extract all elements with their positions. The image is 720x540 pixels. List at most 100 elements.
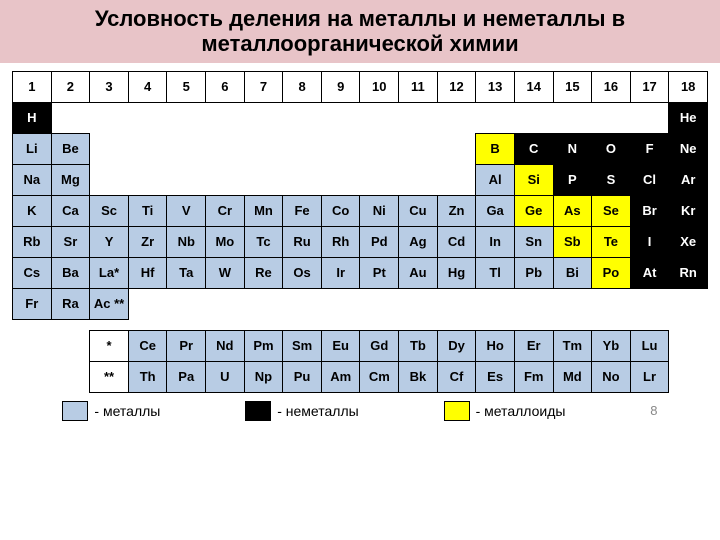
group-header: 10: [360, 71, 399, 102]
element-Xe: Xe: [669, 226, 708, 257]
element-Bi: Bi: [553, 257, 592, 288]
element-Bk: Bk: [399, 361, 438, 392]
element-Nb: Nb: [167, 226, 206, 257]
element-Lu: Lu: [630, 330, 669, 361]
element-Rb: Rb: [13, 226, 52, 257]
element-Md: Md: [553, 361, 592, 392]
element-Ne: Ne: [669, 133, 708, 164]
legend-metal: - металлы: [62, 401, 160, 421]
group-header: 18: [669, 71, 708, 102]
element-Rh: Rh: [321, 226, 360, 257]
element-Au: Au: [399, 257, 438, 288]
element-Cf: Cf: [437, 361, 476, 392]
element-Zn: Zn: [437, 195, 476, 226]
empty-cell: [128, 288, 707, 319]
element-Cs: Cs: [13, 257, 52, 288]
element-La*: La*: [90, 257, 129, 288]
series-label: *: [90, 330, 129, 361]
element-Zr: Zr: [128, 226, 167, 257]
element-Th: Th: [128, 361, 167, 392]
element-Ru: Ru: [283, 226, 322, 257]
element-Lr: Lr: [630, 361, 669, 392]
element-Si: Si: [514, 164, 553, 195]
element-In: In: [476, 226, 515, 257]
element-Ba: Ba: [51, 257, 90, 288]
group-header: 6: [206, 71, 245, 102]
element-Br: Br: [630, 195, 669, 226]
main-table: 123456789101112131415161718HHeLiBeBCNOFN…: [12, 71, 708, 393]
element-Kr: Kr: [669, 195, 708, 226]
element-Sb: Sb: [553, 226, 592, 257]
element-Ce: Ce: [128, 330, 167, 361]
group-header: 14: [514, 71, 553, 102]
element-Mg: Mg: [51, 164, 90, 195]
element-He: He: [669, 102, 708, 133]
page-number: 8: [650, 403, 657, 418]
element-Ra: Ra: [51, 288, 90, 319]
legend-metalloid-label: - металлоиды: [476, 403, 566, 419]
element-Pd: Pd: [360, 226, 399, 257]
group-header: 11: [399, 71, 438, 102]
element-F: F: [630, 133, 669, 164]
group-header: 13: [476, 71, 515, 102]
element-Hg: Hg: [437, 257, 476, 288]
element-Pu: Pu: [283, 361, 322, 392]
element-As: As: [553, 195, 592, 226]
page-title: Условность деления на металлы и неметалл…: [0, 0, 720, 63]
element-V: V: [167, 195, 206, 226]
element-Yb: Yb: [592, 330, 631, 361]
element-N: N: [553, 133, 592, 164]
element-Tm: Tm: [553, 330, 592, 361]
swatch-metalloid: [444, 401, 470, 421]
element-Po: Po: [592, 257, 631, 288]
element-Sc: Sc: [90, 195, 129, 226]
empty-cell: [669, 361, 708, 392]
element-Pr: Pr: [167, 330, 206, 361]
element-Be: Be: [51, 133, 90, 164]
legend-nonmetal-label: - неметаллы: [277, 403, 358, 419]
element-Eu: Eu: [321, 330, 360, 361]
group-header: 5: [167, 71, 206, 102]
element-U: U: [206, 361, 245, 392]
element-P: P: [553, 164, 592, 195]
element-Mo: Mo: [206, 226, 245, 257]
element-Gd: Gd: [360, 330, 399, 361]
group-header: 1: [13, 71, 52, 102]
swatch-metal: [62, 401, 88, 421]
element-Al: Al: [476, 164, 515, 195]
element-Mn: Mn: [244, 195, 283, 226]
legend-nonmetal: - неметаллы: [245, 401, 358, 421]
series-label: **: [90, 361, 129, 392]
group-header: 3: [90, 71, 129, 102]
element-Os: Os: [283, 257, 322, 288]
element-Hf: Hf: [128, 257, 167, 288]
element-Ta: Ta: [167, 257, 206, 288]
group-header: 16: [592, 71, 631, 102]
element-S: S: [592, 164, 631, 195]
element-Li: Li: [13, 133, 52, 164]
periodic-table: 123456789101112131415161718HHeLiBeBCNOFN…: [0, 63, 720, 393]
legend-metal-label: - металлы: [94, 403, 160, 419]
element-Ag: Ag: [399, 226, 438, 257]
legend-metalloid: - металлоиды: [444, 401, 566, 421]
element-Fm: Fm: [514, 361, 553, 392]
element-Se: Se: [592, 195, 631, 226]
element-At: At: [630, 257, 669, 288]
element-Dy: Dy: [437, 330, 476, 361]
element-Pt: Pt: [360, 257, 399, 288]
element-Sr: Sr: [51, 226, 90, 257]
element-Cl: Cl: [630, 164, 669, 195]
element-Cd: Cd: [437, 226, 476, 257]
empty-cell: [90, 164, 476, 195]
group-header: 17: [630, 71, 669, 102]
element-Y: Y: [90, 226, 129, 257]
element-O: O: [592, 133, 631, 164]
element-Tc: Tc: [244, 226, 283, 257]
element-Cu: Cu: [399, 195, 438, 226]
group-header: 12: [437, 71, 476, 102]
empty-cell: [669, 330, 708, 361]
element-W: W: [206, 257, 245, 288]
element-B: B: [476, 133, 515, 164]
element-C: C: [514, 133, 553, 164]
element-Co: Co: [321, 195, 360, 226]
